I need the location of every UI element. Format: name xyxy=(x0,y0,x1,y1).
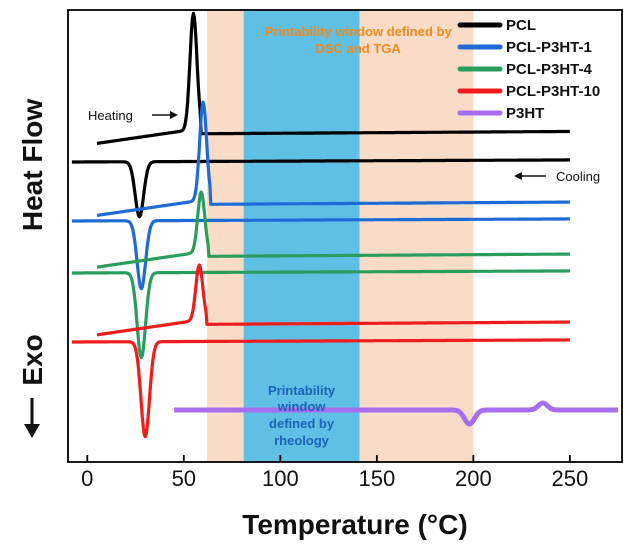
x-tick-label-200: 200 xyxy=(455,466,492,491)
legend-label-1: PCL-P3HT-1 xyxy=(506,39,592,56)
y-axis-title: Heat Flow xyxy=(17,99,48,231)
rheology-annotation-line4: rheology xyxy=(274,433,330,448)
series-2-heating-curve xyxy=(96,190,571,269)
heating-label: Heating xyxy=(88,108,133,123)
legend-label-0: PCL xyxy=(506,17,536,34)
rheology-window-region xyxy=(243,10,360,462)
x-axis-ticks: 0 50 100 150 200 250 xyxy=(81,455,588,491)
series-0-heating-curve xyxy=(96,11,571,145)
dsc-curves xyxy=(71,11,620,439)
x-tick-label-50: 50 xyxy=(172,466,196,491)
x-tick-label-100: 100 xyxy=(262,466,299,491)
rheology-annotation-line1: Printability xyxy=(268,383,336,398)
series-1-cooling-curve xyxy=(71,217,571,291)
rheology-annotation-line2: window xyxy=(277,399,327,414)
cooling-label: Cooling xyxy=(556,169,600,184)
legend-label-2: PCL-P3HT-4 xyxy=(506,61,593,78)
exo-arrow-icon xyxy=(24,398,40,438)
printability-regions xyxy=(206,10,474,462)
x-tick-label-0: 0 xyxy=(81,466,93,491)
exo-label: Exo xyxy=(17,334,48,385)
series-0-cooling-curve xyxy=(71,158,571,219)
x-axis-title: Temperature (°C) xyxy=(242,509,467,540)
series-4-curve xyxy=(172,400,620,427)
cooling-arrow-icon xyxy=(514,172,546,180)
x-tick-label-150: 150 xyxy=(358,466,395,491)
series-1-heating-curve xyxy=(96,100,571,217)
cooling-arrow-head xyxy=(514,172,522,180)
legend-label-4: P3HT xyxy=(506,105,544,122)
plot-frame xyxy=(67,9,623,463)
heating-arrow-head xyxy=(170,111,178,119)
legend: PCL PCL-P3HT-1 PCL-P3HT-4 PCL-P3HT-10 P3HT xyxy=(457,17,600,122)
dsc-tga-annotation-line2: DSC and TGA xyxy=(316,41,402,56)
series-3-heating-curve xyxy=(96,263,571,337)
legend-label-3: PCL-P3HT-10 xyxy=(506,83,600,100)
x-tick-label-250: 250 xyxy=(552,466,589,491)
series-3-cooling-curve xyxy=(71,338,571,439)
dsc-tga-annotation-line1: Printability window defined by xyxy=(265,24,453,39)
exo-arrow-head xyxy=(24,424,40,438)
heating-arrow-icon xyxy=(152,111,178,119)
series-2-cooling-curve xyxy=(71,269,571,360)
rheology-annotation-line3: defined by xyxy=(269,416,335,431)
